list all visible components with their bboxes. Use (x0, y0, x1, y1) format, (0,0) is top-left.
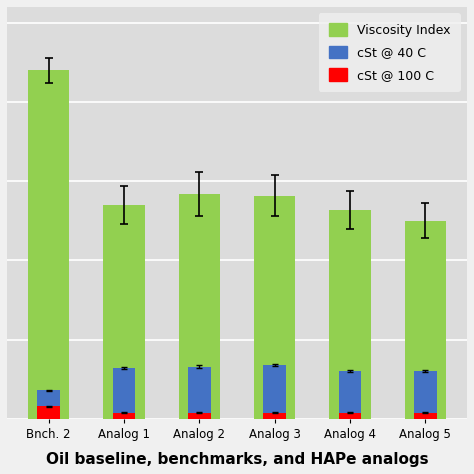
Bar (28, 70, 69, 419)
X-axis label: Oil baseline, benchmarks, and HAPe analogs: Oil baseline, benchmarks, and HAPe analo… (46, 452, 428, 467)
Bar (188, 366, 211, 419)
Bar (103, 205, 145, 419)
Bar (188, 412, 211, 419)
Bar (112, 412, 136, 419)
Bar (338, 372, 362, 419)
Bar (112, 368, 136, 419)
Bar (37, 391, 60, 419)
Bar (263, 412, 286, 419)
Bar (338, 412, 362, 419)
Legend: Viscosity Index, cSt @ 40 C, cSt @ 100 C: Viscosity Index, cSt @ 40 C, cSt @ 100 C (319, 13, 461, 91)
Bar (414, 372, 437, 419)
Bar (329, 210, 371, 419)
Bar (37, 406, 60, 419)
Bar (179, 194, 220, 419)
Bar (414, 412, 437, 419)
Bar (254, 195, 295, 419)
Bar (263, 365, 286, 419)
Bar (405, 221, 446, 419)
